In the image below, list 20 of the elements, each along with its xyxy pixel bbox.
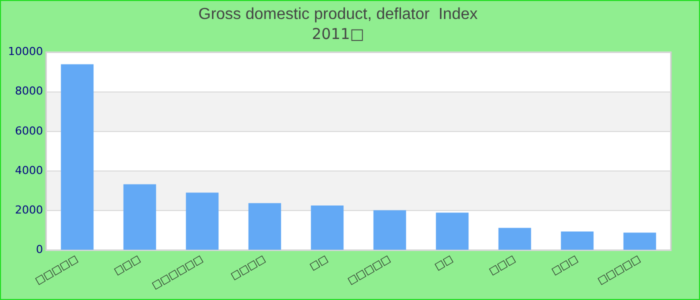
chart-title: Gross domestic product, deflator Index <box>198 6 478 24</box>
y-tick-label: 0 <box>36 243 43 256</box>
y-tick-label: 8000 <box>14 84 43 98</box>
bar <box>498 228 532 250</box>
chart-subtitle: 2011□ <box>312 25 364 44</box>
bar <box>310 206 344 250</box>
x-tick-label: □□ <box>308 254 330 273</box>
bar <box>560 231 594 250</box>
bar <box>60 64 94 250</box>
bar <box>436 212 469 250</box>
y-tick-label: 10000 <box>8 45 43 58</box>
bar <box>248 203 282 250</box>
y-tick-label: 2000 <box>14 204 43 217</box>
x-tick-label: □□ <box>433 254 456 273</box>
bar <box>373 210 406 250</box>
bar <box>186 192 219 250</box>
y-tick-label: 6000 <box>14 124 43 138</box>
y-tick-label: 4000 <box>14 164 43 177</box>
bar <box>123 184 156 250</box>
bar <box>623 232 656 250</box>
